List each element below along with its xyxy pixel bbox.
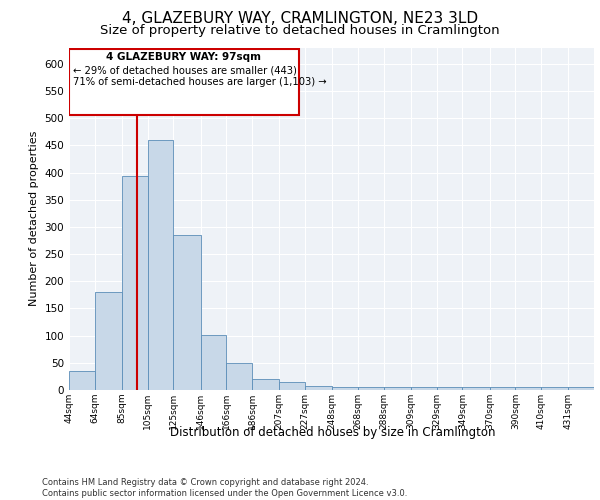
Text: Distribution of detached houses by size in Cramlington: Distribution of detached houses by size … [170, 426, 496, 439]
Text: 71% of semi-detached houses are larger (1,103) →: 71% of semi-detached houses are larger (… [73, 78, 326, 88]
Text: Size of property relative to detached houses in Cramlington: Size of property relative to detached ho… [100, 24, 500, 37]
Bar [463, 388, 490, 390]
Text: Contains HM Land Registry data © Crown copyright and database right 2024.
Contai: Contains HM Land Registry data © Crown c… [42, 478, 407, 498]
Bar [332, 388, 358, 390]
Bar [437, 388, 463, 390]
Bar [122, 176, 148, 390]
Bar [541, 388, 568, 390]
Text: 4 GLAZEBURY WAY: 97sqm: 4 GLAZEBURY WAY: 97sqm [106, 52, 262, 62]
Bar [305, 386, 332, 390]
Bar [568, 388, 594, 390]
Bar [384, 388, 411, 390]
Bar [95, 292, 122, 390]
Bar [279, 382, 305, 390]
Bar [252, 379, 279, 390]
Bar [69, 371, 95, 390]
Text: 4, GLAZEBURY WAY, CRAMLINGTON, NE23 3LD: 4, GLAZEBURY WAY, CRAMLINGTON, NE23 3LD [122, 11, 478, 26]
Bar [69, 49, 299, 116]
Bar [200, 334, 226, 390]
Bar [358, 388, 384, 390]
Bar [411, 388, 437, 390]
Bar [515, 388, 541, 390]
Bar [148, 140, 173, 390]
Y-axis label: Number of detached properties: Number of detached properties [29, 131, 39, 306]
Text: ← 29% of detached houses are smaller (443): ← 29% of detached houses are smaller (44… [73, 66, 297, 76]
Bar [490, 388, 515, 390]
Bar [226, 364, 252, 390]
Bar [173, 234, 200, 390]
